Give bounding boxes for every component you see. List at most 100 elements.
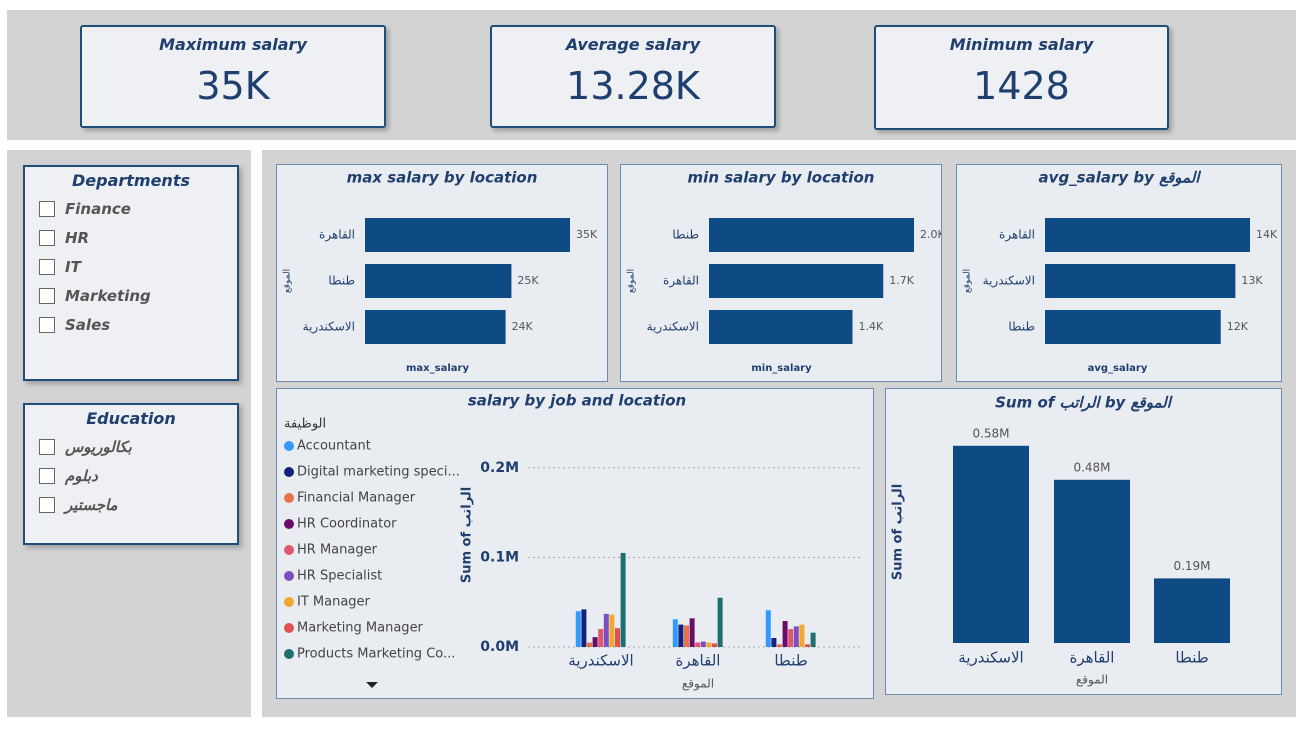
chart-panel: max salary by location القاهرة 35K طنطا 25K ا… xyxy=(276,164,608,382)
category-label: الاسكندرية xyxy=(647,320,699,335)
bar xyxy=(712,643,717,647)
bar xyxy=(603,613,609,647)
card-title: Maximum salary xyxy=(159,35,307,54)
value-label: 13K xyxy=(1241,274,1263,287)
value-label: 2.0K xyxy=(920,228,942,241)
slicer-item[interactable]: بكالوريوس xyxy=(39,437,237,457)
slicer-label: بكالوريوس xyxy=(65,438,132,456)
slicer-item[interactable]: دبلوم xyxy=(39,466,237,486)
legend-label: HR Specialist xyxy=(297,569,382,584)
x-tick-label: القاهرة xyxy=(1070,649,1115,667)
category-label: الاسكندرية xyxy=(303,320,355,335)
y-axis-label: Sum of الراتب xyxy=(891,484,906,580)
bar xyxy=(672,619,678,647)
legend-label: HR Manager xyxy=(297,543,378,558)
value-label: 14K xyxy=(1256,228,1278,241)
slicer-title: Departments xyxy=(71,171,190,190)
checkbox[interactable] xyxy=(39,439,55,455)
bar xyxy=(684,625,689,647)
bar xyxy=(709,310,853,344)
bar xyxy=(365,218,570,252)
legend-title: الوظيفة xyxy=(284,417,326,432)
value-label: 24K xyxy=(512,320,534,333)
chart-title: min salary by location xyxy=(688,169,875,187)
checkbox[interactable] xyxy=(39,201,55,217)
bar xyxy=(1054,479,1130,643)
chart-panel: avg_salary by الموقع القاهرة 14K الاسكندرية… xyxy=(956,164,1282,382)
bar xyxy=(1045,264,1236,298)
value-label: 1.4K xyxy=(859,320,884,333)
legend-label: IT Manager xyxy=(297,595,371,610)
y-tick-label: 0.2M xyxy=(480,460,519,476)
checkbox[interactable] xyxy=(39,230,55,246)
bar xyxy=(689,618,695,647)
bar xyxy=(587,642,592,647)
legend-marker xyxy=(284,571,294,581)
bar xyxy=(782,621,788,647)
bar xyxy=(771,638,777,647)
checkbox[interactable] xyxy=(39,288,55,304)
legend-label: Marketing Manager xyxy=(297,621,424,636)
checkbox[interactable] xyxy=(39,497,55,513)
category-label: طنطا xyxy=(1008,320,1035,334)
bar xyxy=(365,310,506,344)
bar xyxy=(793,626,799,647)
legend-marker xyxy=(284,545,294,555)
legend-marker xyxy=(284,493,294,503)
slicer-label: Finance xyxy=(65,200,131,218)
y-axis-label: الموقع xyxy=(283,269,293,293)
category-label: القاهرة xyxy=(663,274,699,289)
x-axis-label: الموقع xyxy=(1076,673,1108,688)
bar xyxy=(609,614,615,647)
x-tick-label: الاسكندرية xyxy=(958,649,1023,667)
chart-title: avg_salary by الموقع xyxy=(1039,169,1202,187)
bar xyxy=(709,218,914,252)
x-tick-label: طنطا xyxy=(1175,649,1208,667)
y-axis-label: الموقع xyxy=(627,269,637,293)
bar xyxy=(615,628,620,647)
chart-title: Sum of الراتب by الموقع xyxy=(995,394,1173,412)
x-axis-label: max_salary xyxy=(406,363,469,374)
card-title: Average salary xyxy=(565,35,701,54)
chart-panel: salary by job and location الوظيفة Account… xyxy=(276,388,874,699)
card-title: Minimum salary xyxy=(949,35,1094,54)
bar xyxy=(953,445,1029,643)
value-label: 1.7K xyxy=(889,274,914,287)
slicer-item[interactable]: ماجستير xyxy=(39,495,237,515)
scroll-arrow xyxy=(366,682,378,688)
legend-label: HR Coordinator xyxy=(297,517,397,532)
bar xyxy=(777,644,782,647)
chart-panel: Sum of الراتب by الموقع 0.58M الاسكندرية 0.… xyxy=(885,388,1282,695)
value-label: 0.48M xyxy=(1073,460,1110,474)
slicer-label: Sales xyxy=(65,316,111,334)
checkbox[interactable] xyxy=(39,317,55,333)
legend-label: Digital marketing speci... xyxy=(297,465,460,480)
checkbox[interactable] xyxy=(39,468,55,484)
slicer-item[interactable]: Finance xyxy=(39,199,237,219)
checkbox[interactable] xyxy=(39,259,55,275)
y-tick-label: 0.0M xyxy=(480,639,519,655)
slicer-item[interactable]: Marketing xyxy=(39,286,237,306)
bar xyxy=(1045,218,1250,252)
kpi-card: Average salary 13.28K xyxy=(490,25,776,128)
slicer-item[interactable]: Sales xyxy=(39,315,237,335)
bar xyxy=(620,552,626,647)
slicer-label: Marketing xyxy=(65,287,151,305)
category-label: القاهرة xyxy=(999,228,1035,243)
bar xyxy=(1154,578,1230,643)
bar xyxy=(810,632,816,647)
slicer-item[interactable]: IT xyxy=(39,257,237,277)
value-label: 12K xyxy=(1227,320,1249,333)
slicer-label: HR xyxy=(65,229,90,247)
legend-label: Products Marketing Co... xyxy=(297,647,455,662)
slicer-label: IT xyxy=(65,258,81,276)
bar xyxy=(575,611,581,647)
y-axis-label: Sum of الراتب xyxy=(460,487,475,583)
value-label: 0.58M xyxy=(972,426,1009,440)
slicer: Education بكالوريوس دبلوم ماجستير xyxy=(23,403,239,545)
bar xyxy=(695,642,701,647)
slicer: Departments Finance HR IT Marketing Sales xyxy=(23,165,239,381)
legend-marker xyxy=(284,441,294,451)
slicer-item[interactable]: HR xyxy=(39,228,237,248)
bar xyxy=(592,637,598,647)
